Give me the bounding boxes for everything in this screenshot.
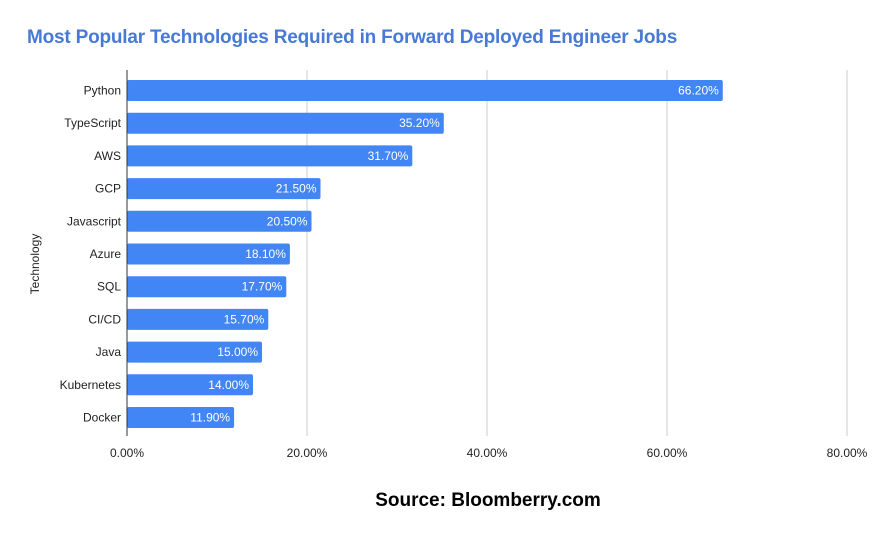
data-label: 20.50% (267, 214, 308, 228)
category-label: Java (96, 345, 122, 359)
data-label: 15.00% (217, 345, 258, 359)
x-tick-label: 80.00% (827, 446, 868, 460)
chart-title: Most Popular Technologies Required in Fo… (27, 27, 678, 48)
bars: 66.20% 35.20% 31.70% 21.50% 20.50% 18.10% 17.7… (126, 70, 723, 436)
data-label: 18.10% (245, 247, 286, 261)
bar (127, 341, 262, 363)
data-label: 17.70% (242, 280, 283, 294)
category-labels: Python TypeScript AWS GCP Javascript Azure SQL… (60, 84, 122, 425)
bar (127, 112, 444, 134)
y-axis-title: Technology (28, 234, 42, 295)
category-label: SQL (97, 280, 121, 294)
data-label: 21.50% (276, 182, 317, 196)
bar (127, 80, 723, 101)
data-label: 31.70% (368, 149, 409, 163)
data-label: 15.70% (224, 312, 265, 326)
source-annotation: Source: Bloomberry.com (375, 490, 601, 511)
x-tick-label: 0.00% (110, 446, 144, 460)
category-label: Docker (83, 411, 121, 425)
category-label: Kubernetes (60, 378, 121, 392)
bar (127, 407, 235, 428)
x-tick-label: 60.00% (647, 446, 688, 460)
x-tick-labels: 0.00% 20.00% 40.00% 60.00% 80.00% (110, 446, 868, 460)
bar (127, 374, 253, 396)
bar (127, 243, 290, 265)
category-label: Javascript (67, 214, 122, 228)
data-label: 11.90% (190, 411, 230, 425)
data-label: 14.00% (208, 378, 249, 392)
category-label: AWS (94, 149, 121, 163)
category-label: TypeScript (64, 116, 121, 130)
data-label: 35.20% (399, 116, 440, 130)
data-label: 66.20% (678, 84, 719, 98)
bar (127, 145, 413, 167)
bar (127, 178, 321, 200)
bar (127, 210, 312, 232)
category-label: CI/CD (88, 312, 121, 326)
category-label: Azure (90, 247, 122, 261)
category-label: GCP (95, 182, 121, 196)
bar (127, 276, 287, 298)
x-tick-label: 40.00% (467, 446, 508, 460)
bar (127, 308, 269, 330)
category-label: Python (84, 84, 121, 98)
x-tick-label: 20.00% (287, 446, 328, 460)
